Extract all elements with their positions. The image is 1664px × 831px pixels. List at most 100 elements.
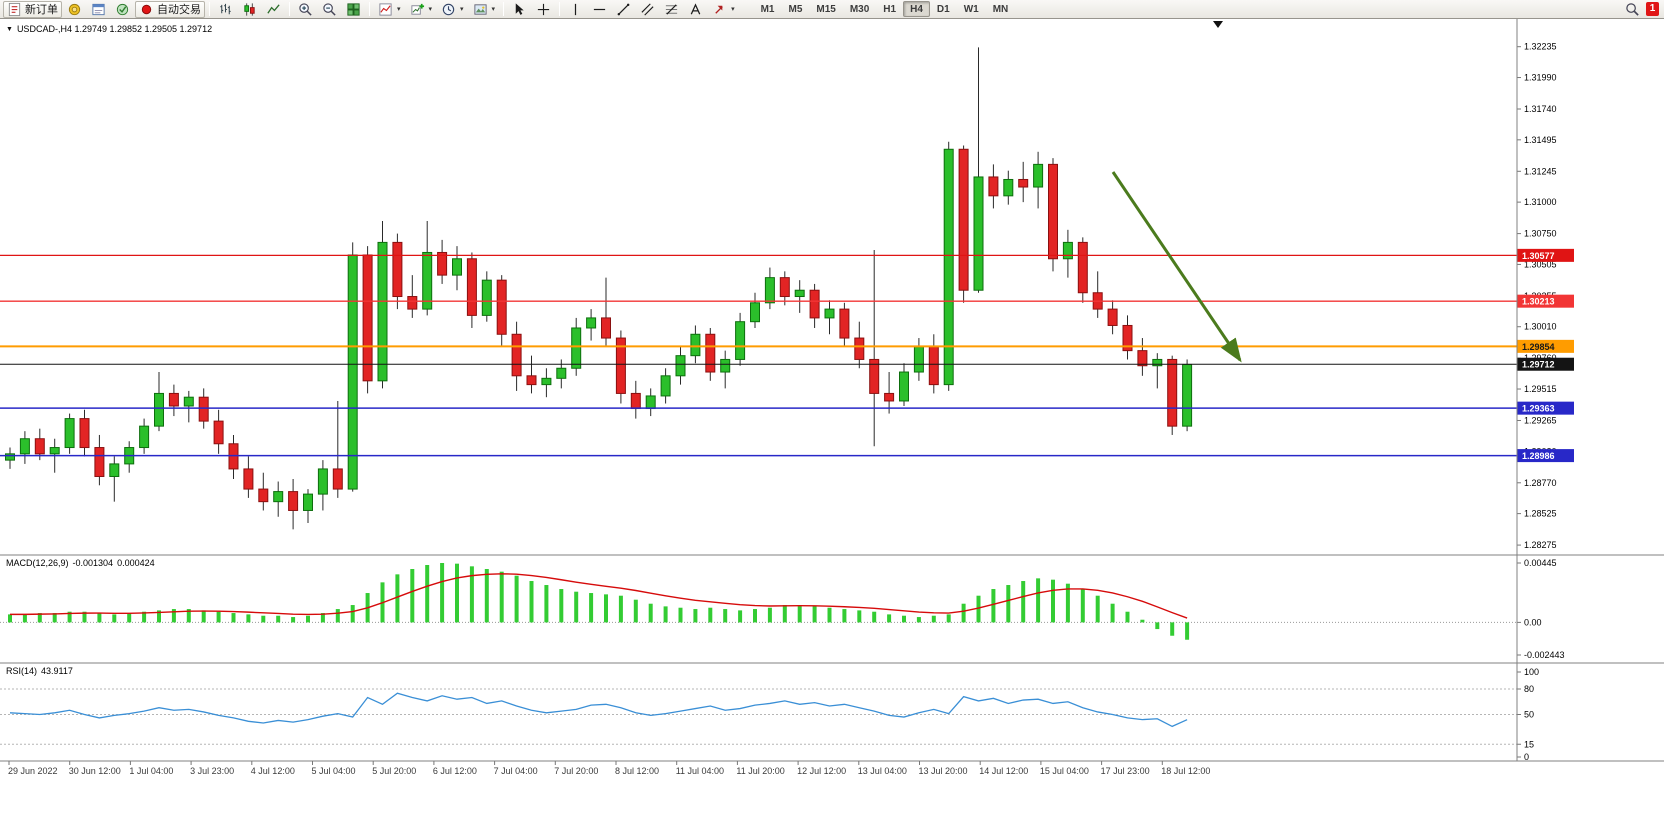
period-button[interactable]: ▾	[437, 1, 468, 18]
svg-text:11 Jul 20:00: 11 Jul 20:00	[736, 766, 784, 776]
vertical-line-icon	[574, 3, 577, 15]
svg-text:5 Jul 04:00: 5 Jul 04:00	[312, 766, 356, 776]
svg-text:3 Jul 23:00: 3 Jul 23:00	[190, 766, 234, 776]
svg-text:7 Jul 20:00: 7 Jul 20:00	[554, 766, 598, 776]
svg-text:13 Jul 04:00: 13 Jul 04:00	[858, 766, 907, 776]
timeframe-h4[interactable]: H4	[903, 1, 930, 17]
svg-text:80: 80	[1524, 684, 1534, 694]
data-window-button[interactable]	[87, 1, 110, 18]
data-window-icon	[92, 3, 105, 15]
svg-text:30 Jun 12:00: 30 Jun 12:00	[69, 766, 121, 776]
candlestick-chart-button[interactable]	[238, 1, 261, 18]
dropdown-caret: ▾	[731, 5, 735, 13]
svg-text:11 Jul 04:00: 11 Jul 04:00	[676, 766, 724, 776]
add-indicator-button[interactable]: ▾	[406, 1, 437, 18]
arrows-tool-button[interactable]: ▾	[708, 1, 739, 18]
price-badge-1.28986: 1.28986	[1517, 449, 1574, 463]
svg-text:1.30505: 1.30505	[1524, 259, 1557, 269]
svg-text:100: 100	[1524, 667, 1539, 677]
timeframe-d1[interactable]: D1	[930, 1, 957, 17]
svg-text:29 Jun 2022: 29 Jun 2022	[8, 766, 58, 776]
svg-text:15 Jul 04:00: 15 Jul 04:00	[1040, 766, 1089, 776]
crosshair-tool-button[interactable]	[532, 1, 555, 18]
template-icon	[473, 3, 487, 15]
svg-text:12 Jul 12:00: 12 Jul 12:00	[797, 766, 846, 776]
svg-text:1.30010: 1.30010	[1524, 322, 1557, 332]
add-indicator-icon	[410, 3, 424, 15]
zoom-out-icon	[323, 2, 336, 16]
timeframe-m30[interactable]: M30	[843, 1, 876, 17]
new-order-button[interactable]: 新订单	[3, 0, 62, 18]
navigator-button[interactable]	[111, 1, 134, 18]
vertical-line-tool-button[interactable]	[564, 1, 587, 18]
svg-text:1.31740: 1.31740	[1524, 104, 1557, 114]
rsi-label: RSI(14) 43.9117	[6, 666, 73, 676]
notification-badge[interactable]: 1	[1646, 2, 1659, 16]
navigator-icon	[116, 3, 129, 15]
channel-tool-button[interactable]	[636, 1, 659, 18]
svg-text:1.28986: 1.28986	[1522, 451, 1555, 461]
toolbar: 新订单 自动交易 ▾ ▾ ▾ ▾	[0, 0, 1664, 19]
autotrading-button[interactable]: 自动交易	[135, 0, 205, 18]
timeframe-mn[interactable]: MN	[986, 1, 1016, 17]
svg-text:13 Jul 20:00: 13 Jul 20:00	[919, 766, 968, 776]
tile-windows-button[interactable]	[342, 1, 365, 18]
new-order-icon	[8, 2, 21, 16]
price-badge-1.29712: 1.29712	[1517, 357, 1574, 371]
svg-text:1 Jul 04:00: 1 Jul 04:00	[129, 766, 173, 776]
price-badge-1.30577: 1.30577	[1517, 248, 1574, 262]
time-axis[interactable]: 29 Jun 2022 30 Jun 12:00 1 Jul 04:00 3 Jul …	[8, 761, 1210, 776]
toolbar-separator	[369, 2, 370, 16]
svg-text:1.31000: 1.31000	[1524, 197, 1557, 207]
fibonacci-tool-button[interactable]	[660, 1, 683, 18]
svg-text:1.32235: 1.32235	[1524, 42, 1557, 52]
timeframe-w1[interactable]: W1	[957, 1, 986, 17]
autotrading-icon	[141, 4, 152, 14]
svg-text:1.28275: 1.28275	[1524, 540, 1557, 550]
svg-text:50: 50	[1524, 710, 1534, 720]
zoom-out-button[interactable]	[318, 1, 341, 18]
timeframe-h1[interactable]: H1	[876, 1, 903, 17]
svg-text:1.28525: 1.28525	[1524, 509, 1557, 519]
price-badge-1.29854: 1.29854	[1517, 339, 1574, 353]
zoom-in-button[interactable]	[294, 1, 317, 18]
svg-text:1.30577: 1.30577	[1522, 251, 1555, 261]
trendline-tool-button[interactable]	[612, 1, 635, 18]
svg-text:1.29265: 1.29265	[1524, 415, 1557, 425]
svg-text:1.28770: 1.28770	[1524, 478, 1557, 488]
svg-text:1.31245: 1.31245	[1524, 166, 1557, 176]
indicator-list-button[interactable]: ▾	[374, 1, 405, 18]
svg-text:1.29515: 1.29515	[1524, 384, 1557, 394]
bar-chart-button[interactable]	[214, 1, 237, 18]
svg-text:0.00445: 0.00445	[1524, 558, 1557, 568]
dropdown-caret: ▾	[397, 5, 401, 13]
macd-histogram	[8, 563, 1190, 640]
fibonacci-icon	[665, 3, 678, 15]
svg-text:14 Jul 12:00: 14 Jul 12:00	[979, 766, 1028, 776]
toolbar-separator	[559, 2, 561, 16]
template-button[interactable]: ▾	[469, 1, 500, 18]
timeframe-toolbar: M1 M5 M15 M30 H1 H4 D1 W1 MN	[754, 1, 1016, 17]
chart-shift-marker[interactable]	[1213, 21, 1223, 28]
macd-name: MACD(12,26,9)	[6, 558, 69, 568]
cursor-tool-button[interactable]	[508, 1, 531, 18]
svg-text:15: 15	[1524, 739, 1534, 749]
dropdown-caret: ▾	[428, 5, 433, 13]
horizontal-line-tool-button[interactable]	[588, 1, 611, 18]
text-tool-button[interactable]	[684, 1, 707, 18]
trend-arrow[interactable]	[1111, 171, 1242, 363]
horizontal-line-icon	[593, 8, 606, 10]
timeframe-m15[interactable]: M15	[809, 1, 842, 17]
macd-value: -0.001304	[72, 558, 114, 568]
market-watch-button[interactable]	[63, 1, 86, 18]
timeframe-m5[interactable]: M5	[781, 1, 809, 17]
dropdown-caret: ▾	[460, 5, 464, 13]
timeframe-m1[interactable]: M1	[754, 1, 782, 17]
svg-text:8 Jul 12:00: 8 Jul 12:00	[615, 766, 659, 776]
svg-text:6 Jul 12:00: 6 Jul 12:00	[433, 766, 477, 776]
line-chart-button[interactable]	[262, 1, 285, 18]
collapse-icon[interactable]: ▼	[6, 25, 13, 33]
search-icon[interactable]	[1625, 2, 1640, 17]
macd-label: MACD(12,26,9) -0.001304 0.000424	[6, 558, 155, 568]
